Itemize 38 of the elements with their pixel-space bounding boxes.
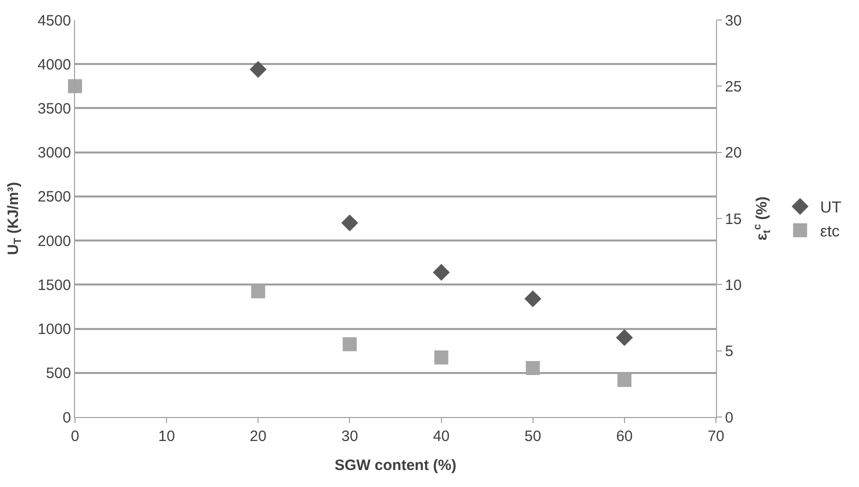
point [432, 264, 450, 281]
y-tick-label: 3500 [38, 100, 71, 118]
y-tick-label: 2000 [38, 232, 71, 250]
legend-label: εtc [820, 223, 840, 240]
y-tick-label: 1000 [38, 321, 71, 338]
point [342, 337, 357, 352]
y2-tick-label: 25 [725, 78, 742, 96]
legend-label: UT [820, 200, 842, 217]
point [524, 290, 542, 308]
x-tick-label: 40 [432, 428, 450, 445]
x-tick-label: 50 [524, 428, 542, 445]
y2-tick-label: 5 [725, 343, 734, 360]
x-tick-label: 20 [250, 428, 266, 445]
y2-tick-label: 15 [725, 210, 742, 228]
x-tick-label: 10 [158, 428, 175, 445]
point [616, 329, 633, 346]
point [526, 361, 540, 376]
point [250, 60, 267, 78]
x-tick-label: 70 [708, 428, 724, 445]
y-tick-label: 4500 [38, 12, 71, 30]
x-axis-title: SGW content (%) [334, 457, 456, 474]
y2-tick-label: 0 [725, 409, 734, 426]
y-tick-label: 2500 [38, 188, 71, 206]
point [341, 214, 358, 232]
y-tick-label: 500 [46, 365, 71, 382]
x-tick-label: 60 [616, 428, 633, 445]
point [434, 350, 448, 364]
y-tick-label: 1500 [38, 276, 71, 294]
point [617, 372, 632, 387]
point [251, 284, 266, 298]
y2-tick-label: 20 [725, 144, 742, 162]
point [68, 79, 82, 94]
y2-tick-label: 30 [725, 12, 742, 30]
y-tick-label: 4000 [38, 56, 71, 74]
y2-tick-label: 10 [725, 276, 742, 294]
y-tick-label: 3000 [38, 144, 71, 162]
y-tick-label: 0 [62, 409, 71, 426]
x-tick-label: 30 [341, 428, 358, 445]
